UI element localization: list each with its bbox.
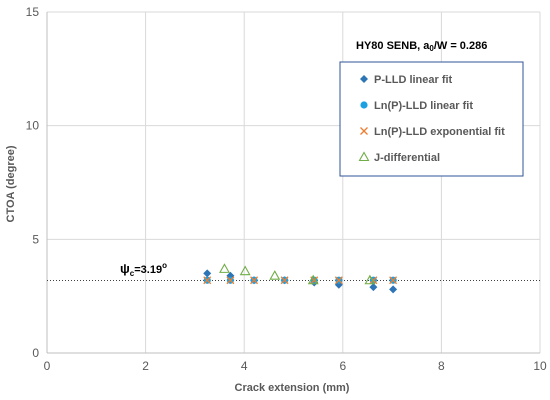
series-3-point	[226, 276, 235, 285]
series-3-point	[280, 276, 289, 285]
series-3-point	[250, 276, 259, 285]
legend-marker-series-3	[360, 127, 368, 135]
x-tick-label: 2	[142, 359, 149, 373]
x-tick-label: 6	[339, 359, 346, 373]
legend-label-series-3: Ln(P)-LLD exponential fit	[374, 126, 505, 138]
legend-label-series-2: Ln(P)-LLD linear fit	[374, 100, 473, 112]
specimen-annotation-prefix: HY80 SENB, a	[356, 40, 430, 52]
series-4-point	[219, 263, 230, 273]
series-1-point	[389, 285, 398, 294]
axes	[46, 12, 540, 354]
x-tick-label: 4	[241, 359, 248, 373]
psi-subscript: c	[130, 269, 135, 278]
series-4-point	[364, 274, 376, 285]
x-tick-label: 8	[438, 359, 445, 373]
series-4-point	[269, 270, 281, 280]
series-3-point	[334, 276, 343, 285]
series-3-point	[389, 276, 398, 285]
psi-value: =3.19	[134, 264, 162, 276]
legend-label-series-1: P-LLD linear fit	[374, 74, 453, 86]
legend: P-LLD linear fit Ln(P)-LLD linear fit Ln(P…	[339, 61, 524, 177]
legend-marker-series-4	[358, 151, 370, 162]
data-marks	[203, 263, 398, 294]
specimen-annotation: HY80 SENB, a0/W = 0.286	[356, 40, 487, 53]
series-1-point	[203, 269, 212, 278]
legend-marker-series-1	[360, 75, 368, 83]
y-tick-label: 15	[26, 5, 40, 19]
x-tick-label: 0	[44, 359, 51, 373]
x-tick-label: 10	[533, 359, 547, 373]
series-1-point	[369, 283, 378, 292]
series-3-point	[203, 276, 212, 285]
y-tick-label: 10	[26, 119, 40, 133]
psi-annotation: ψc=3.19o	[120, 261, 167, 278]
psi-degree-sup: o	[162, 261, 167, 270]
y-tick-label: 5	[32, 232, 39, 246]
specimen-annotation-suffix: /W = 0.286	[434, 40, 488, 52]
series-4-point	[239, 265, 251, 276]
series-4-point	[307, 274, 319, 285]
tick-labels: 0 2 4 6 8 10 0 5 10 15	[26, 5, 547, 373]
psi-symbol: ψ	[120, 261, 130, 276]
x-axis-label: Crack extension (mm)	[235, 382, 350, 394]
y-tick-label: 0	[32, 346, 39, 360]
legend-marker-series-2	[360, 101, 368, 109]
legend-box	[339, 61, 524, 177]
specimen-annotation-sub: 0	[429, 44, 434, 53]
legend-label-series-4: J-differential	[374, 152, 440, 164]
y-axis-label: CTOA (degree)	[5, 145, 17, 222]
